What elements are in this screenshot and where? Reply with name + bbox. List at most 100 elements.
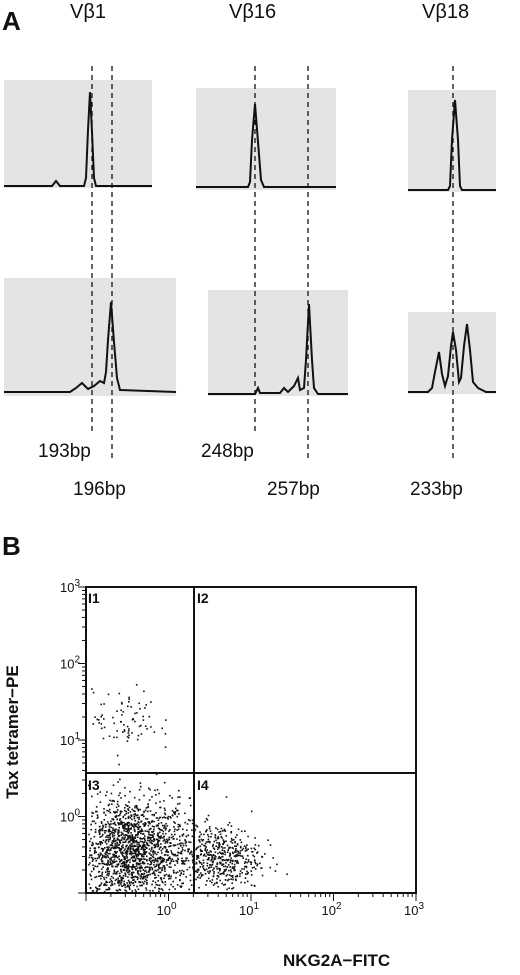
scatter-point-i3 <box>142 853 145 856</box>
scatter-point-i3 <box>129 888 131 890</box>
scatter-point-i4 <box>208 827 211 830</box>
scatter-point-i4 <box>204 869 206 872</box>
scatter-point-i3 <box>114 847 117 850</box>
scatter-point-i3 <box>179 796 181 798</box>
scatter-point-i4 <box>199 861 201 864</box>
scatter-point-i3 <box>138 860 141 863</box>
scatter-point-i3 <box>118 794 120 797</box>
scatter-point-i3 <box>156 838 159 841</box>
scatter-point-i4 <box>232 839 235 841</box>
scatter-point-i1 <box>150 726 152 728</box>
scatter-point-i3 <box>134 810 136 813</box>
scatter-point-i3 <box>168 836 170 839</box>
scatter-point-i3 <box>114 815 116 818</box>
scatter-point-i3 <box>99 854 101 857</box>
scatter-point-i4 <box>234 878 237 880</box>
scatter-point-i3 <box>126 830 129 833</box>
scatter-point-i3 <box>90 828 93 831</box>
scatter-point-i3 <box>170 842 172 844</box>
scatter-point-i3 <box>134 860 136 863</box>
scatter-point-i3 <box>153 864 155 866</box>
scatter-point-i3 <box>115 846 118 849</box>
scatter-point-i4 <box>224 851 226 853</box>
scatter-point-i3 <box>157 825 159 827</box>
scatter-point-i4 <box>239 852 242 855</box>
scatter-point-i4 <box>233 863 236 866</box>
scatter-point-i3 <box>192 866 194 869</box>
scatter-point-i3 <box>94 876 96 879</box>
scatter-point-i3 <box>90 870 93 873</box>
scatter-point-i3 <box>108 810 110 813</box>
scatter-point-i3 <box>158 839 161 842</box>
scatter-point-i4 <box>184 840 187 842</box>
scatter-point-i3 <box>142 875 145 878</box>
scatter-point-i4 <box>244 877 247 879</box>
scatter-point-i3 <box>111 883 113 885</box>
scatter-point-i3 <box>123 829 125 832</box>
scatter-point-i4 <box>205 850 208 853</box>
scatter-point-i3 <box>123 869 126 871</box>
scatter-point-i4 <box>175 855 177 857</box>
scatter-point-i4 <box>219 879 221 882</box>
scatter-point-i3 <box>158 890 160 893</box>
scatter-point-i3 <box>123 834 125 837</box>
scatter-point-i3 <box>133 856 136 858</box>
trace-box-vb1-top <box>4 80 152 188</box>
scatter-point-i3 <box>123 882 126 885</box>
scatter-point-i3 <box>117 829 119 831</box>
scatter-point-i4 <box>220 836 223 838</box>
scatter-point-i3 <box>138 863 140 866</box>
scatter-point-i3 <box>95 842 97 845</box>
scatter-point-i3 <box>100 847 103 850</box>
scatter-point-i3 <box>137 824 140 826</box>
scatter-point-i3 <box>193 830 196 832</box>
scatter-point-i3 <box>150 854 152 856</box>
scatter-point-i3 <box>159 828 161 831</box>
scatter-point-i4 <box>224 830 227 832</box>
scatter-point-i3 <box>183 863 186 865</box>
scatter-point-i4 <box>216 878 218 880</box>
scatter-point-i4 <box>170 850 172 852</box>
scatter-point-i4 <box>254 844 257 846</box>
scatter-point-i3 <box>129 859 131 861</box>
scatter-point-i3 <box>126 882 128 884</box>
scatter-point-i3 <box>90 878 93 881</box>
scatter-point-i4 <box>206 858 209 861</box>
scatter-point-i1 <box>140 724 142 727</box>
scatter-point-i3 <box>140 785 142 788</box>
scatter-point-i3 <box>112 877 115 879</box>
scatter-point-i4 <box>229 874 231 876</box>
scatter-point-i1 <box>123 730 126 732</box>
scatter-point-i3 <box>107 863 109 865</box>
scatter-point-i3 <box>134 866 136 868</box>
scatter-point-i1 <box>128 701 130 703</box>
trace-vb1-top <box>4 91 152 187</box>
scatter-point-i3 <box>149 858 151 861</box>
scatter-point-i3 <box>132 863 134 866</box>
scatter-point-i1 <box>108 735 111 737</box>
scatter-point-i3 <box>170 866 172 868</box>
scatter-point-i4 <box>255 862 257 865</box>
scatter-point-i3 <box>107 861 109 863</box>
scatter-point-i1 <box>94 716 96 718</box>
scatter-point-i3 <box>176 860 179 862</box>
scatter-point-i3 <box>112 831 114 834</box>
scatter-point-i4 <box>286 873 288 875</box>
scatter-point-i3 <box>134 836 136 838</box>
scatter-point-i3 <box>151 814 154 816</box>
scatter-point-i3 <box>178 802 181 805</box>
scatter-point-i3 <box>151 839 153 842</box>
scatter-point-i1 <box>103 703 105 705</box>
quadrant-label-i4: I4 <box>197 777 209 793</box>
scatter-point-i4 <box>232 887 235 889</box>
scatter-point-i3 <box>166 859 168 861</box>
scatter-point-i4 <box>264 853 266 855</box>
scatter-point-i3 <box>160 860 163 863</box>
scatter-point-i3 <box>112 829 114 831</box>
scatter-point-i3 <box>162 865 165 867</box>
scatter-point-i4 <box>195 878 197 881</box>
scatter-point-i3 <box>116 803 119 806</box>
scatter-point-i4 <box>234 845 236 847</box>
scatter-point-i3 <box>158 827 161 830</box>
scatter-point-i3 <box>152 851 154 854</box>
